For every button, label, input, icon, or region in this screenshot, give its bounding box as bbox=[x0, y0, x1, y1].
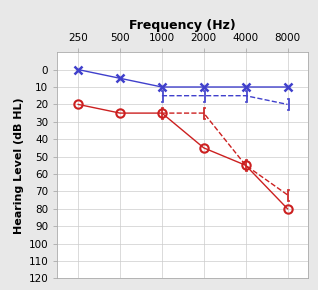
Y-axis label: Hearing Level (dB HL): Hearing Level (dB HL) bbox=[14, 97, 24, 234]
X-axis label: Frequency (Hz): Frequency (Hz) bbox=[129, 19, 236, 32]
